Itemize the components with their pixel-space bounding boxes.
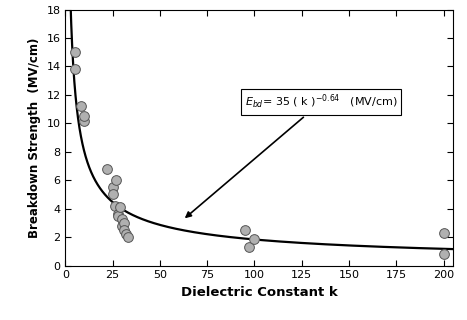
Point [124,235,132,240]
Point [116,205,124,210]
Point [109,192,116,197]
Point [440,252,447,257]
Point [111,203,118,208]
Point [251,236,258,241]
Point [71,67,78,72]
Point [245,244,253,250]
Point [120,228,128,233]
Point [440,230,447,236]
Point [122,232,130,237]
Point [109,185,116,190]
Point [103,166,111,172]
Point [80,114,88,119]
X-axis label: Dielectric Constant k: Dielectric Constant k [181,286,338,299]
Point [71,50,78,55]
Point [114,213,122,218]
Point [118,223,126,228]
Point [120,220,128,226]
Point [114,212,122,217]
Point [113,178,120,183]
Point [118,216,126,221]
Point [80,118,88,123]
Y-axis label: Breakdown Strength  (MV/cm): Breakdown Strength (MV/cm) [28,37,41,238]
Text: $E_{bd}$= 35 ( k )$^{-0.64}$   (MV/cm): $E_{bd}$= 35 ( k )$^{-0.64}$ (MV/cm) [186,93,397,217]
Point [77,104,84,109]
Point [241,228,249,233]
